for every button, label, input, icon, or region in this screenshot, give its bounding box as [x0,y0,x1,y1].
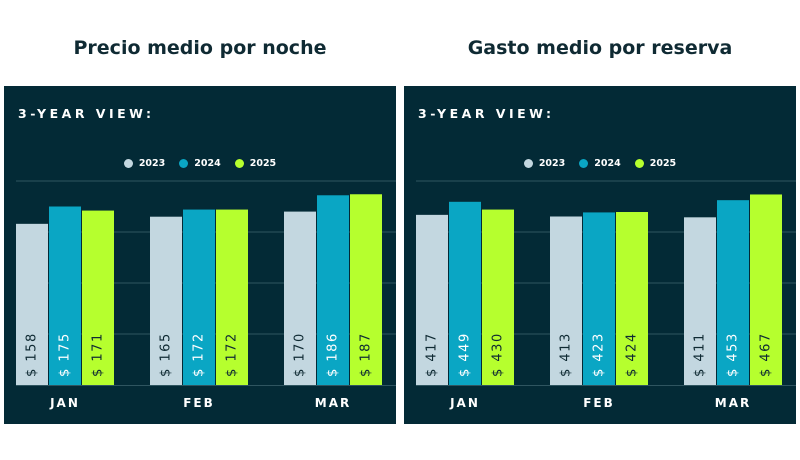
legend-item-2025: 2025 [634,156,677,170]
bar-mar-2023 [684,217,716,385]
legend-item-2024: 2024 [579,156,621,170]
legend-swatch [123,158,133,168]
bar-mar-2024 [317,195,349,385]
bar-jan-2024 [49,206,81,385]
bar-feb-2024 [183,209,215,385]
bar-jan-2024 [449,201,481,385]
legend: 2023 2024 2025 [4,156,396,170]
bar-mar-2025 [350,194,382,385]
value-label: $ 417 [425,332,440,377]
category-label-jan: JAN [449,396,480,410]
category-label-jan: JAN [49,396,80,410]
value-label: $ 424 [625,332,640,377]
bar-feb-2025 [616,212,648,385]
value-label: $ 186 [326,332,341,377]
legend-label: 2024 [194,157,221,169]
bar-chart: $ 417 $ 449 $ 430 $ 413 $ 423 $ 424 $ 411 $ 453… [416,180,796,410]
bar-feb-2023 [550,216,582,385]
bar-mar-2024 [717,200,749,385]
legend-label: 2025 [249,157,277,169]
legend: 2023 2024 2025 [404,156,796,170]
bar-feb-2024 [583,212,615,385]
chart-panel-right: 3-YEAR VIEW: 2023 2024 2025 $ 417 $ 449 $ … [404,86,796,424]
value-label: $ 423 [592,332,607,377]
value-label: $ 172 [225,332,240,377]
chart-heading-left: Precio medio por noche [73,37,327,59]
legend-item-2025: 2025 [234,156,277,170]
chart-heading-right: Gasto medio por reserva [467,37,733,59]
legend-label: 2023 [538,157,566,169]
legend-item-2024: 2024 [179,156,221,170]
legend-swatch [523,158,533,168]
legend-label: 2023 [138,157,166,169]
value-label: $ 467 [759,332,774,377]
bar-jan-2025 [482,209,514,385]
bars: $ 417 $ 449 $ 430 $ 413 $ 423 $ 424 $ 411 $ 453… [416,194,782,385]
value-label: $ 187 [359,332,374,377]
value-label: $ 453 [726,332,741,377]
legend-label: 2024 [594,157,621,169]
bar-mar-2025 [750,194,782,385]
legend-swatch [234,158,244,168]
view-label: 3-YEAR VIEW: [18,106,155,121]
value-label: $ 171 [91,332,106,377]
view-label: 3-YEAR VIEW: [418,106,555,121]
value-label: $ 170 [293,332,308,377]
legend-item-2023: 2023 [523,156,566,170]
value-label: $ 165 [159,332,174,377]
value-label: $ 430 [491,332,506,377]
value-label: $ 413 [559,332,574,377]
legend-swatch [579,158,589,168]
legend-label: 2025 [649,157,677,169]
value-label: $ 175 [58,332,73,377]
bars: $ 158 $ 175 $ 171 $ 165 $ 172 $ 172 $ 170 $ 186… [16,194,382,385]
bar-chart: $ 158 $ 175 $ 171 $ 165 $ 172 $ 172 $ 170 $ 186… [16,180,396,410]
bar-jan-2023 [416,214,448,385]
value-label: $ 158 [25,332,40,377]
category-label-feb: FEB [183,396,215,410]
category-label-mar: MAR [315,396,351,410]
legend-item-2023: 2023 [123,156,166,170]
category-label-mar: MAR [715,396,751,410]
bar-feb-2023 [150,216,182,385]
bar-jan-2023 [16,223,48,385]
value-label: $ 449 [458,332,473,377]
legend-swatch [179,158,189,168]
bar-feb-2025 [216,209,248,385]
bar-jan-2025 [82,210,114,385]
value-label: $ 172 [192,332,207,377]
chart-panel-left: 3-YEAR VIEW: 2023 2024 2025 $ 158 $ 175 $ … [4,86,396,424]
value-label: $ 411 [693,332,708,377]
bar-mar-2023 [284,211,316,385]
legend-swatch [634,158,644,168]
category-label-feb: FEB [583,396,615,410]
